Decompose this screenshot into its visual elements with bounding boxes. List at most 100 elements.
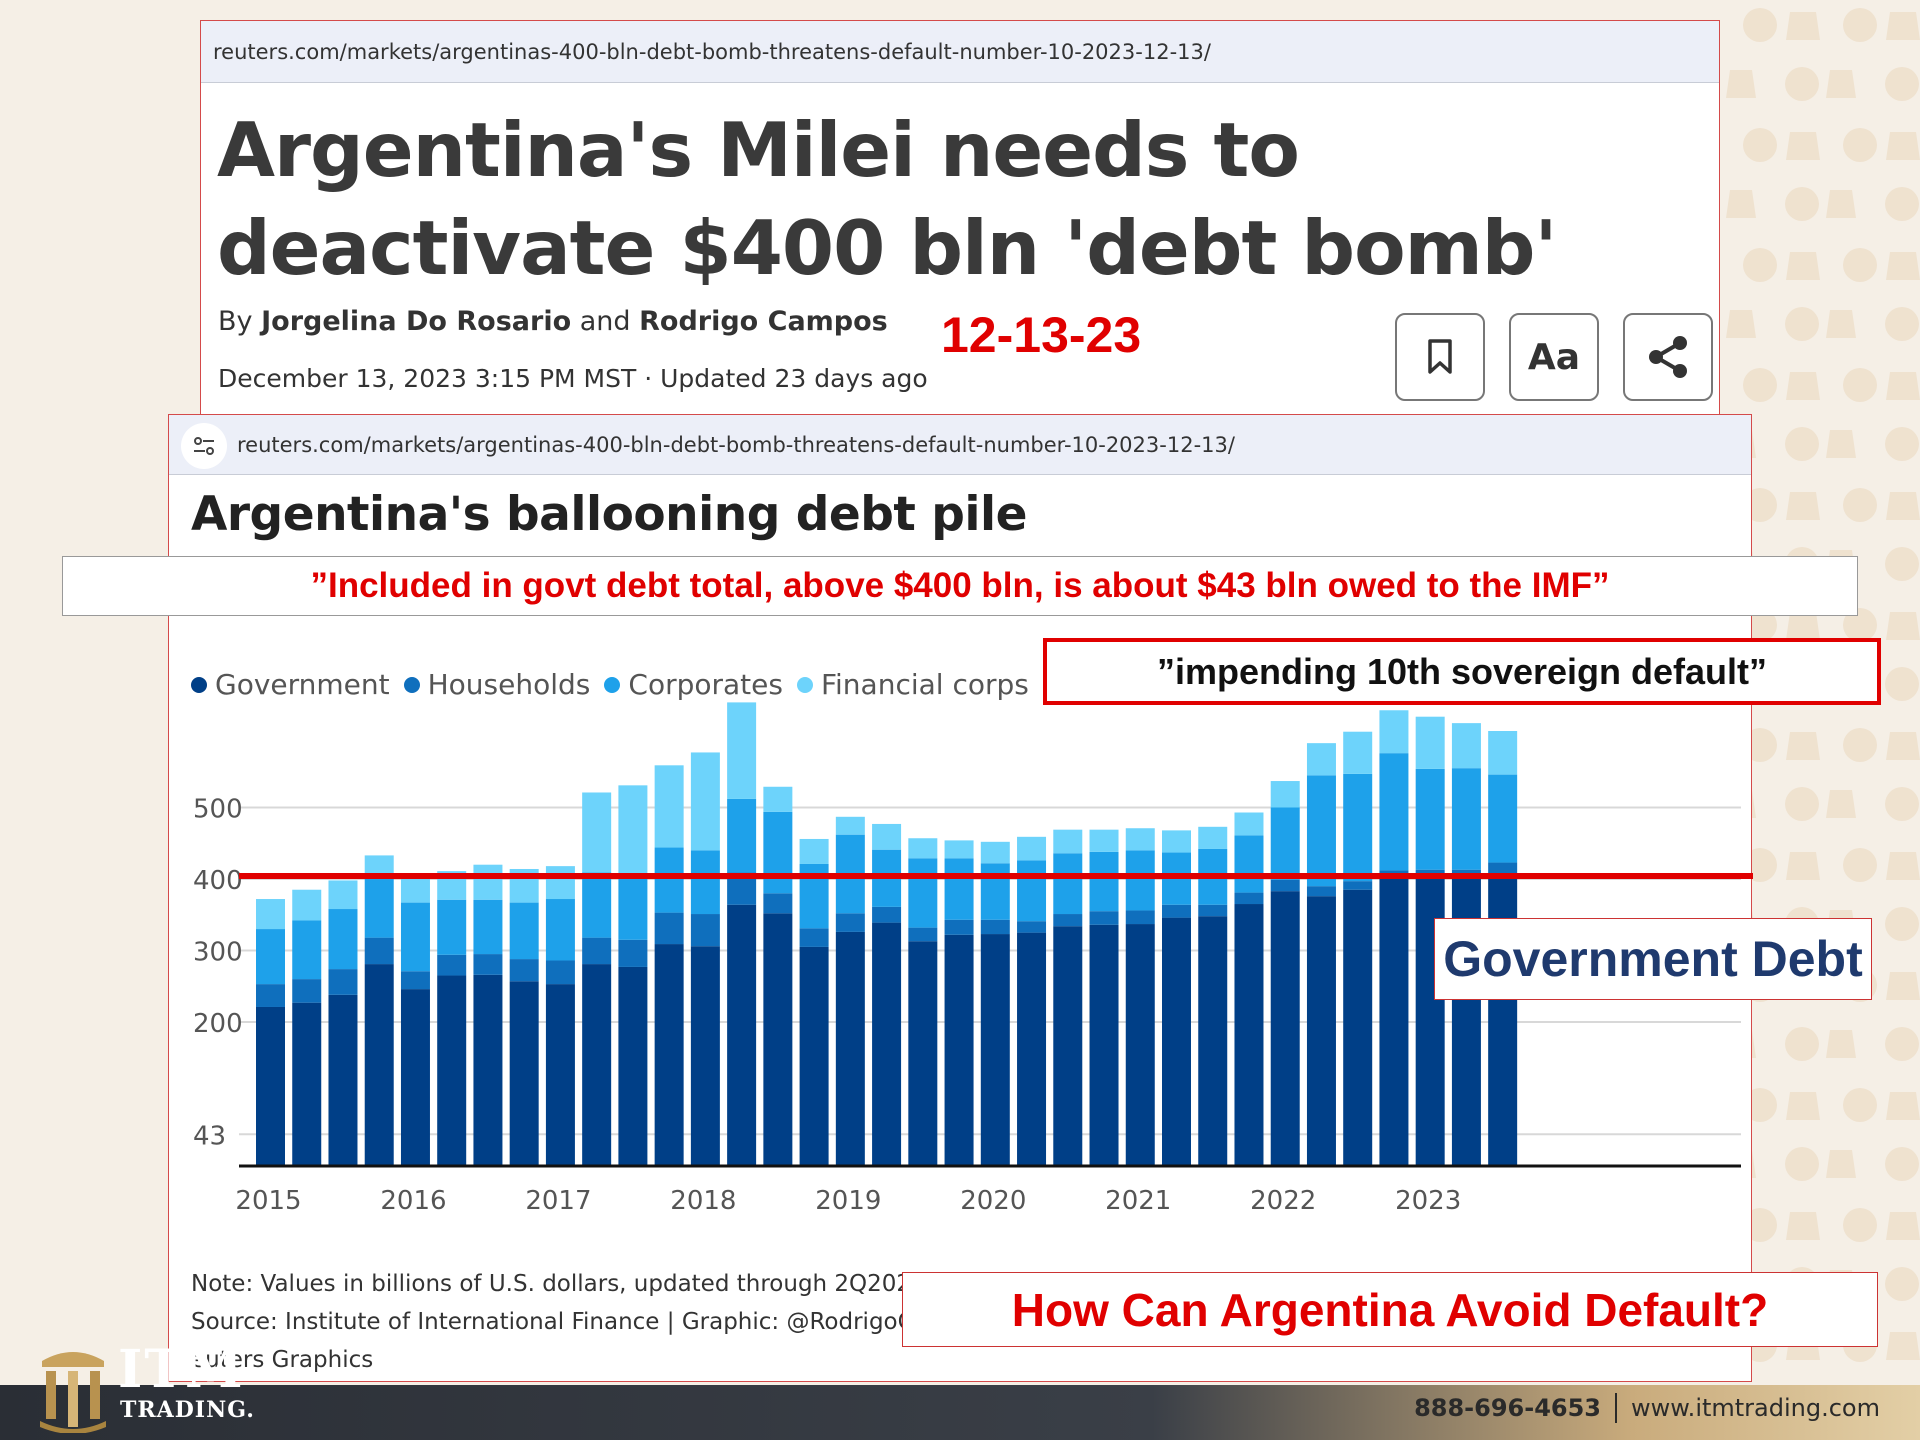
bar-households bbox=[1162, 904, 1191, 918]
footer-divider bbox=[1615, 1393, 1617, 1423]
bar-households bbox=[400, 971, 430, 990]
bar-government bbox=[944, 934, 974, 1165]
bar-households bbox=[582, 937, 612, 965]
footer-phone[interactable]: 888-696-4653 bbox=[1414, 1394, 1601, 1422]
bar-households bbox=[1234, 892, 1264, 905]
font-size-button[interactable]: Aa bbox=[1509, 313, 1599, 401]
bar-government bbox=[727, 904, 757, 1165]
bar-corporates bbox=[763, 811, 793, 894]
bar-corporates bbox=[944, 858, 974, 920]
bar-financial-corps bbox=[1343, 731, 1373, 774]
author-2[interactable]: Rodrigo Campos bbox=[639, 306, 888, 337]
bar-financial-corps bbox=[980, 841, 1010, 864]
bar-government bbox=[473, 974, 503, 1165]
bar-financial-corps bbox=[1089, 829, 1119, 852]
footer-bar bbox=[0, 1385, 1920, 1440]
bar-government bbox=[763, 913, 793, 1165]
bar-financial-corps bbox=[1234, 812, 1264, 836]
bar-corporates bbox=[1270, 807, 1300, 880]
bookmark-icon bbox=[1428, 339, 1452, 374]
bar-households bbox=[835, 913, 865, 932]
bar-financial-corps bbox=[1017, 836, 1047, 861]
article-card: reuters.com/markets/argentinas-400-bln-d… bbox=[200, 20, 1720, 415]
chart-title: Argentina's ballooning debt pile bbox=[191, 487, 1027, 542]
bar-corporates bbox=[473, 899, 503, 955]
site-settings-button[interactable] bbox=[181, 423, 227, 469]
bar-financial-corps bbox=[292, 889, 322, 921]
bar-corporates bbox=[437, 899, 467, 955]
bar-corporates bbox=[1017, 860, 1047, 922]
bar-government bbox=[400, 989, 430, 1165]
legend-label-government: Government bbox=[215, 668, 390, 701]
bar-government bbox=[690, 946, 720, 1165]
bar-financial-corps bbox=[872, 823, 902, 850]
author-1[interactable]: Jorgelina Do Rosario bbox=[261, 306, 572, 337]
bar-government bbox=[256, 1006, 285, 1165]
logo-trading-text: TRADING. bbox=[120, 1397, 255, 1423]
bar-financial-corps bbox=[799, 838, 829, 864]
bar-corporates bbox=[364, 876, 394, 938]
bar-government bbox=[292, 1002, 322, 1165]
footer-website[interactable]: www.itmtrading.com bbox=[1631, 1394, 1880, 1422]
article-url-bar[interactable]: reuters.com/markets/argentinas-400-bln-d… bbox=[201, 21, 1719, 83]
note-line-3: euters Graphics bbox=[191, 1347, 374, 1373]
bar-government bbox=[908, 941, 938, 1165]
bar-households bbox=[256, 984, 285, 1007]
x-tick-label: 2018 bbox=[670, 1186, 736, 1216]
x-tick-label: 2022 bbox=[1250, 1186, 1316, 1216]
bar-households bbox=[1125, 910, 1155, 925]
bar-households bbox=[473, 954, 503, 975]
font-size-label: Aa bbox=[1527, 336, 1581, 378]
legend-dot-corporates bbox=[604, 676, 621, 693]
bar-government bbox=[1017, 932, 1047, 1165]
legend-households: Households bbox=[403, 668, 590, 701]
bar-corporates bbox=[618, 874, 648, 940]
bar-government bbox=[799, 946, 829, 1165]
bar-corporates bbox=[908, 858, 938, 928]
bar-financial-corps bbox=[1379, 710, 1409, 754]
bar-government bbox=[835, 931, 865, 1165]
bar-financial-corps bbox=[1198, 826, 1228, 849]
bar-corporates bbox=[545, 899, 575, 961]
bar-corporates bbox=[1379, 753, 1409, 871]
y-tick-label: 500 bbox=[193, 795, 243, 825]
legend-dot-financial bbox=[796, 676, 813, 693]
tune-icon bbox=[194, 437, 214, 455]
bookmark-button[interactable] bbox=[1395, 313, 1485, 401]
bar-households bbox=[509, 959, 539, 982]
bar-households bbox=[908, 927, 938, 942]
legend-financial: Financial corps bbox=[796, 668, 1029, 701]
legend-dot-government bbox=[191, 676, 207, 693]
bar-government bbox=[1343, 889, 1373, 1165]
y-tick-label: 400 bbox=[193, 866, 243, 896]
bar-households bbox=[1198, 904, 1228, 917]
date-stamp: 12-13-23 bbox=[941, 307, 1142, 363]
byline-prefix: By bbox=[218, 306, 253, 337]
bar-financial-corps bbox=[908, 838, 938, 859]
x-tick-label: 2021 bbox=[1105, 1186, 1171, 1216]
chart-legend: Government Households Corporates Financi… bbox=[191, 668, 1029, 701]
bar-households bbox=[328, 969, 358, 995]
share-button[interactable] bbox=[1623, 313, 1713, 401]
chart-url-bar[interactable]: reuters.com/markets/argentinas-400-bln-d… bbox=[169, 415, 1751, 475]
legend-label-financial: Financial corps bbox=[820, 668, 1029, 701]
bar-government bbox=[364, 964, 394, 1165]
bar-government bbox=[1270, 891, 1300, 1165]
bar-financial-corps bbox=[1270, 781, 1300, 808]
bar-corporates bbox=[1451, 768, 1481, 870]
bar-corporates bbox=[256, 929, 285, 985]
x-tick-label: 2017 bbox=[525, 1186, 591, 1216]
legend-label-corporates: Corporates bbox=[628, 668, 783, 701]
bar-government bbox=[437, 975, 467, 1165]
bar-government bbox=[1089, 924, 1119, 1165]
bar-corporates bbox=[1234, 835, 1264, 893]
y-tick-label: 200 bbox=[193, 1009, 243, 1039]
bar-government bbox=[1125, 924, 1155, 1165]
bar-government bbox=[509, 981, 539, 1165]
bar-corporates bbox=[1415, 768, 1445, 870]
imf-callout: ”Included in govt debt total, above $400… bbox=[62, 556, 1858, 616]
itm-logo: ITM TRADING. bbox=[34, 1339, 274, 1437]
bar-financial-corps bbox=[690, 752, 720, 851]
bar-corporates bbox=[400, 902, 430, 972]
bar-financial-corps bbox=[400, 877, 430, 903]
